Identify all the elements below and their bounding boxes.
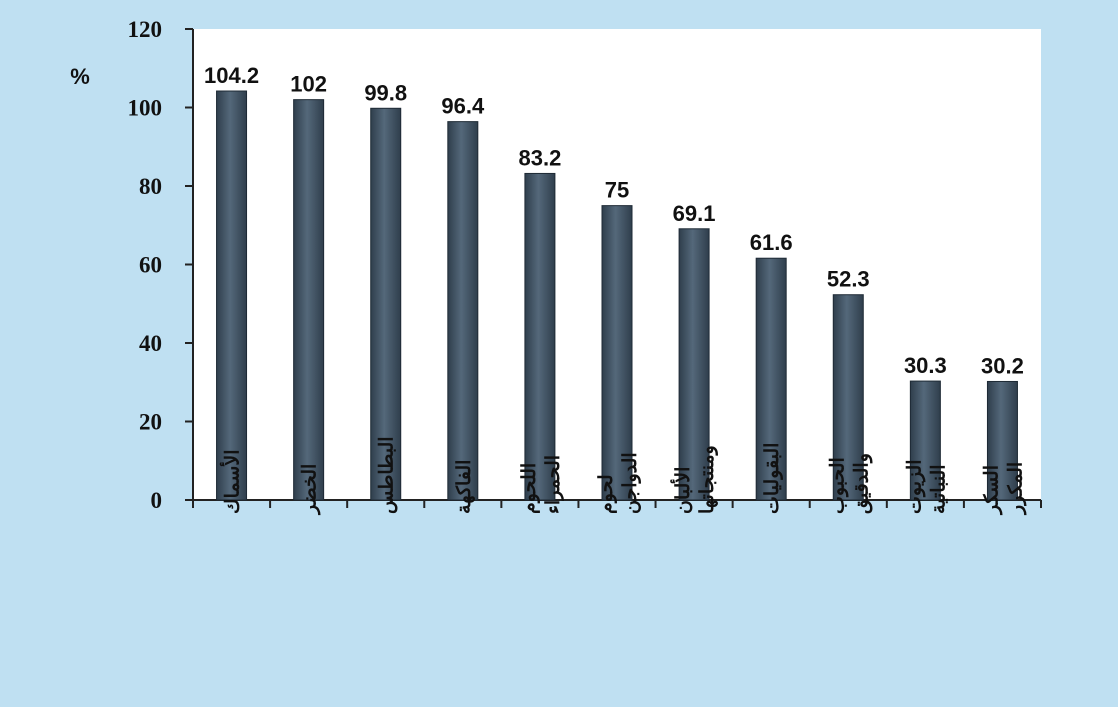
category-label-line: الأسماك [220, 450, 244, 514]
category-label: لحوم الدواجن [596, 452, 641, 514]
category-label-line: ومنتجاتها [697, 445, 718, 514]
value-label: 96.4 [441, 94, 485, 119]
value-label: 99.8 [364, 80, 407, 105]
y-tick-label: 40 [139, 331, 162, 356]
category-label: البقوليات [762, 443, 783, 514]
category-label: الخضر [300, 464, 321, 516]
bars [216, 90, 1018, 501]
bar [909, 380, 941, 501]
y-axis-unit-label: % [70, 64, 90, 89]
bar [601, 205, 633, 501]
category-label-line: لحوم [596, 474, 617, 514]
category-label-line: الحبوب [827, 457, 848, 514]
category-label: الألبان ومنتجاتها [670, 445, 718, 514]
category-label-line: الألبان [670, 467, 694, 514]
bar [678, 228, 710, 501]
category-label-line: الحمراء [543, 455, 564, 514]
category-label-line: اللحوم [519, 463, 540, 514]
category-label-line: الزيوت [904, 459, 925, 514]
y-tick-label: 120 [128, 17, 163, 42]
bar [370, 107, 402, 501]
bar [293, 99, 325, 501]
y-tick-label: 100 [128, 96, 163, 121]
bar [832, 294, 864, 501]
value-label: 69.1 [673, 201, 716, 226]
bar [447, 121, 479, 501]
category-label: الزيوت النباتية [904, 459, 949, 514]
value-label: 75 [605, 178, 629, 203]
category-label: السكر المكرر [981, 462, 1026, 516]
category-label-line: والدقيق [851, 453, 872, 514]
category-label-line: الفاكهة [454, 460, 475, 514]
category-label: اللحوم الحمراء [519, 455, 564, 514]
y-axis: 0 20 40 60 80 100 120 [128, 17, 194, 513]
category-label-line: الخضر [300, 464, 321, 516]
y-tick-label: 80 [139, 174, 162, 199]
category-label-line: السكر [981, 465, 1002, 516]
category-label: البطاطس [377, 436, 398, 514]
bar [986, 380, 1018, 501]
category-label-line: البطاطس [377, 436, 398, 514]
value-label: 52.3 [827, 267, 870, 292]
category-label: الحبوب والدقيق [827, 453, 872, 514]
value-label: 104.2 [204, 63, 259, 88]
category-label-line: البقوليات [762, 443, 783, 514]
category-label: الفاكهة [454, 460, 475, 514]
y-tick-label: 0 [151, 488, 163, 513]
category-labels: الأسماك الخضر البطاطس الفاكهة اللحوم الحمراء ل… [220, 436, 1027, 516]
y-tick-label: 20 [139, 410, 162, 435]
category-label-line: النباتية [928, 464, 949, 514]
bar [524, 172, 556, 501]
value-label: 83.2 [518, 145, 561, 170]
y-tick-label: 60 [139, 253, 162, 278]
category-label-line: الدواجن [620, 452, 641, 514]
category-label-line: المكرر [1005, 462, 1026, 516]
value-label: 30.3 [904, 353, 947, 378]
value-labels: 104.2 102 99.8 96.4 83.2 75 69.1 61.6 52.3 30.3 30… [204, 63, 1024, 378]
bar [216, 90, 248, 501]
value-label: 30.2 [981, 353, 1024, 378]
value-label: 61.6 [750, 230, 793, 255]
bar [755, 257, 787, 501]
value-label: 102 [290, 72, 327, 97]
category-label: الأسماك [220, 450, 244, 514]
